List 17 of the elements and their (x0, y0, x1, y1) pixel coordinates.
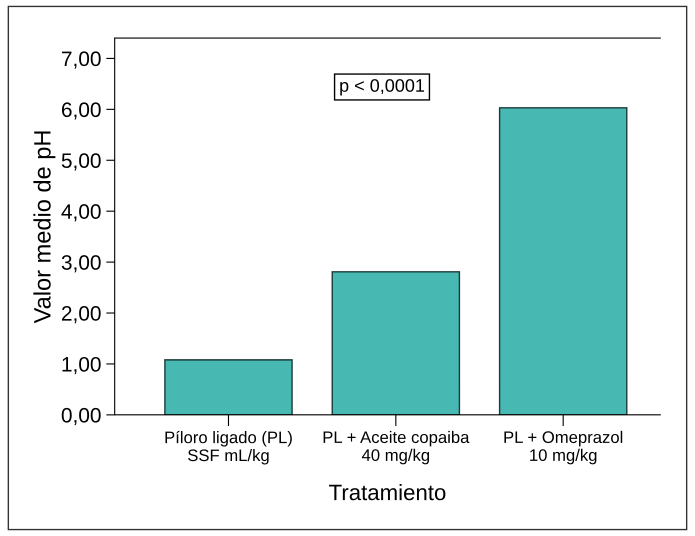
x-tick-label: Píloro ligado (PL) SSF mL/kg (165, 430, 292, 465)
bar (164, 359, 293, 415)
y-tick-label: 1,00 (62, 356, 101, 374)
bar (498, 107, 628, 415)
annotation: p < 0,0001 (340, 79, 424, 96)
y-tick-label: 2,00 (62, 306, 101, 324)
x-tick-label: PL + Aceite copaiba 40 mg/kg (324, 430, 470, 464)
y-tick-label: 4,00 (61, 204, 101, 222)
y-tick-label: 3,00 (62, 255, 101, 272)
y-tick-label: 5,00 (62, 153, 101, 170)
y-axis-title: Valor medio de pH (33, 131, 56, 324)
y-tick-label: 7,00 (62, 51, 101, 69)
bar (332, 271, 460, 415)
x-tick-label: PL + Omeprazol 10 mg/kg (504, 430, 622, 464)
y-tick-label: 6,00 (62, 102, 101, 120)
x-axis-title: Tratamiento (329, 484, 446, 500)
y-tick-label: 0,00 (62, 408, 101, 426)
